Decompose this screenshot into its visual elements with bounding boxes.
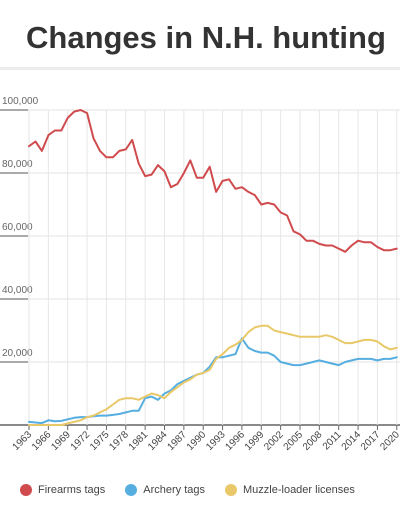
- x-tick-label: 1993: [204, 429, 228, 453]
- legend-label-firearms: Firearms tags: [38, 484, 106, 496]
- title-divider: [0, 67, 400, 70]
- x-tick-label: 2005: [282, 429, 306, 453]
- chart-title: Changes in N.H. hunting: [26, 20, 386, 55]
- y-tick-label: 20,000: [2, 348, 33, 359]
- legend-item-archery[interactable]: Archery tags: [125, 484, 205, 496]
- legend-swatch-archery: [125, 484, 138, 496]
- y-tick-label: 80,000: [2, 159, 33, 170]
- legend-label-muzzle-loader: Muzzle-loader licenses: [243, 484, 355, 496]
- legend-swatch-muzzle-loader: [225, 484, 237, 496]
- x-tick-label: 2014: [340, 429, 364, 453]
- x-tick-label: 1966: [30, 429, 54, 453]
- firearms-tags-line: [28, 109, 398, 253]
- y-tick-label: 40,000: [2, 285, 33, 296]
- x-tick-label: 2017: [359, 429, 383, 453]
- archery-tags-line: [28, 337, 398, 425]
- legend-swatch-firearms: [20, 484, 32, 496]
- x-tick-label: 1963: [11, 429, 35, 453]
- x-tick-label: 1999: [243, 429, 267, 453]
- y-tick-label: 60,000: [2, 222, 33, 233]
- x-tick-label: 2008: [301, 429, 325, 453]
- x-tick-label: 1987: [165, 429, 189, 453]
- legend-item-muzzle-loader[interactable]: Muzzle-loader licenses: [225, 484, 355, 496]
- legend-label-archery: Archery tags: [143, 484, 205, 496]
- x-tick-label: 1990: [185, 429, 209, 453]
- muzzle-loader-licenses-line: [28, 324, 398, 426]
- x-tick-label: 1981: [127, 429, 151, 453]
- x-tick-label: 1969: [49, 429, 73, 453]
- line-chart: 20,00040,00060,00080,000100,000196319661…: [0, 96, 400, 453]
- x-tick-label: 2011: [321, 429, 344, 452]
- x-tick-label: 1984: [146, 429, 170, 453]
- x-tick-label: 2020: [378, 429, 400, 453]
- legend-item-firearms[interactable]: Firearms tags: [20, 484, 105, 496]
- x-tick-label: 1975: [88, 429, 112, 453]
- chart-legend: Firearms tags Archery tags Muzzle-loader…: [20, 480, 400, 500]
- x-tick-label: 1978: [107, 429, 131, 453]
- y-tick-label: 100,000: [2, 96, 39, 107]
- x-tick-label: 1996: [224, 429, 248, 453]
- x-tick-label: 2002: [262, 429, 286, 453]
- x-tick-label: 1972: [69, 429, 93, 453]
